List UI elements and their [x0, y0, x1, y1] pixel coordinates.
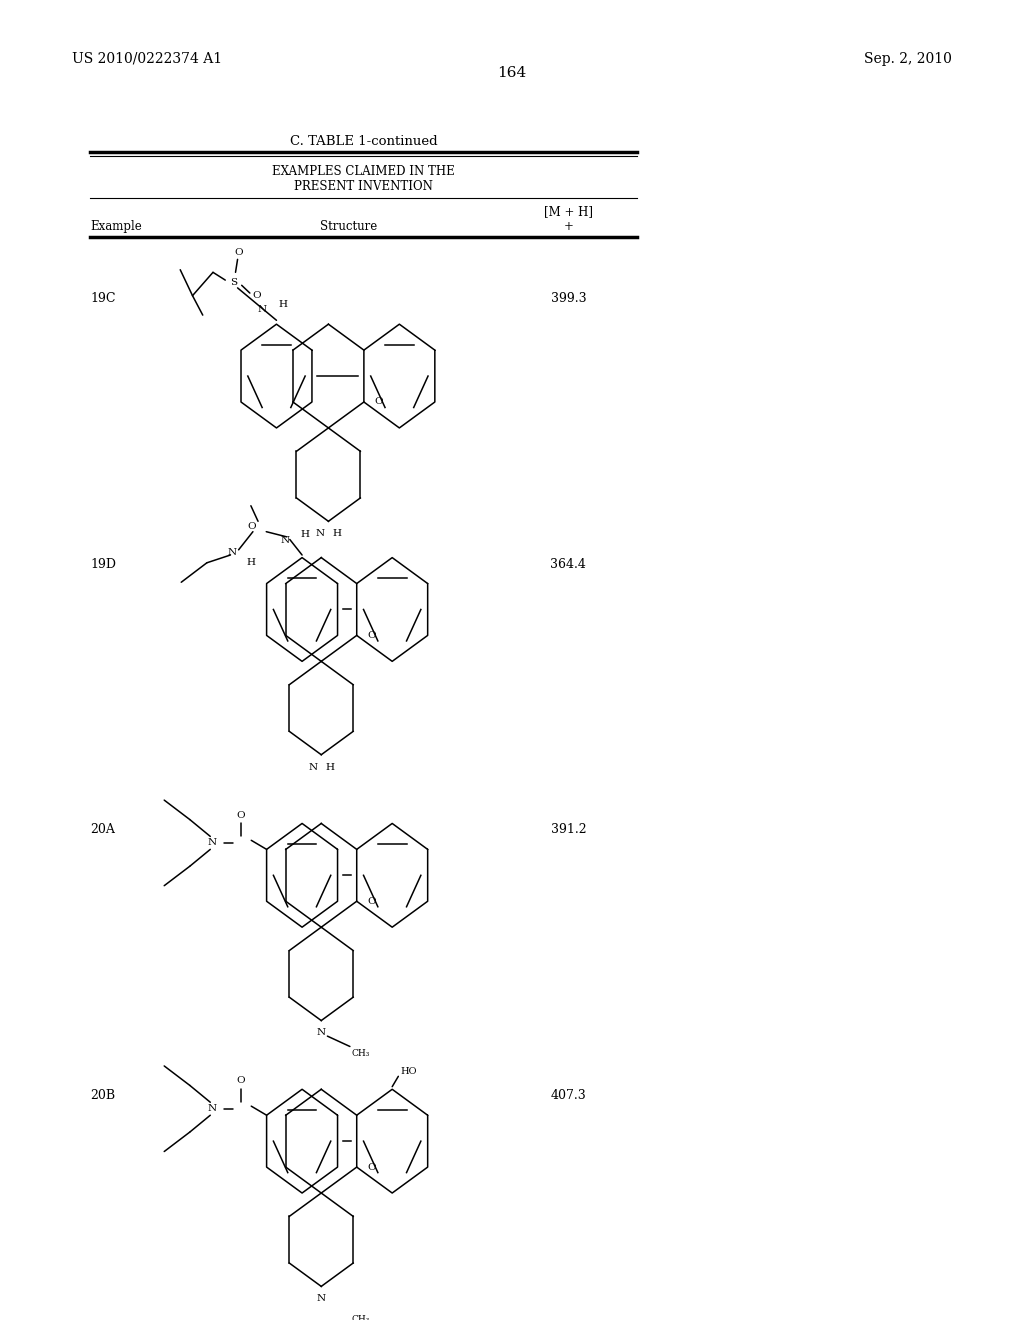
Text: Structure: Structure [319, 220, 377, 234]
Text: O: O [234, 248, 243, 257]
Text: O: O [248, 521, 256, 531]
Text: US 2010/0222374 A1: US 2010/0222374 A1 [72, 51, 222, 66]
Text: N: N [281, 536, 290, 545]
Text: O: O [237, 1076, 246, 1085]
Text: O: O [367, 1163, 376, 1172]
Text: PRESENT INVENTION: PRESENT INVENTION [294, 181, 433, 193]
Text: N: N [257, 305, 266, 314]
Text: S: S [230, 279, 237, 288]
Text: N: N [308, 763, 317, 771]
Text: N: N [316, 1028, 326, 1038]
Text: N: N [207, 1105, 216, 1113]
Text: N: N [316, 1294, 326, 1303]
Text: 399.3: 399.3 [551, 292, 586, 305]
Text: C. TABLE 1-continued: C. TABLE 1-continued [290, 135, 437, 148]
Text: CH₃: CH₃ [352, 1049, 371, 1059]
Text: CH₃: CH₃ [352, 1315, 371, 1320]
Text: 20A: 20A [90, 824, 115, 837]
Text: O: O [367, 896, 376, 906]
Text: EXAMPLES CLAIMED IN THE: EXAMPLES CLAIMED IN THE [272, 165, 455, 178]
Text: N: N [207, 838, 216, 847]
Text: 19D: 19D [90, 557, 116, 570]
Text: 407.3: 407.3 [551, 1089, 586, 1102]
Text: H: H [247, 557, 256, 566]
Text: Sep. 2, 2010: Sep. 2, 2010 [864, 51, 952, 66]
Text: H: H [326, 763, 335, 771]
Text: +: + [563, 220, 573, 234]
Text: 20B: 20B [90, 1089, 116, 1102]
Text: H: H [333, 529, 342, 539]
Text: O: O [374, 397, 383, 407]
Text: 391.2: 391.2 [551, 824, 586, 837]
Text: O: O [237, 810, 246, 820]
Text: N: N [315, 529, 325, 539]
Text: H: H [279, 300, 288, 309]
Text: 364.4: 364.4 [550, 557, 587, 570]
Text: Example: Example [90, 220, 142, 234]
Text: O: O [367, 631, 376, 640]
Text: [M + H]: [M + H] [544, 205, 593, 218]
Text: N: N [227, 548, 237, 557]
Text: HO: HO [400, 1068, 417, 1076]
Text: 164: 164 [498, 66, 526, 81]
Text: 19C: 19C [90, 292, 116, 305]
Text: H: H [300, 531, 309, 540]
Text: O: O [252, 292, 260, 300]
